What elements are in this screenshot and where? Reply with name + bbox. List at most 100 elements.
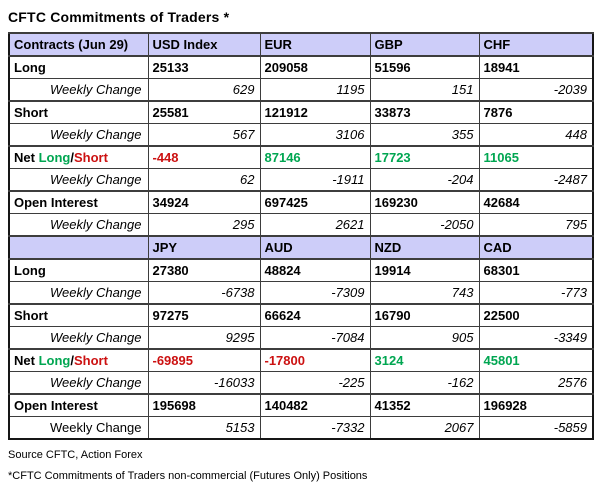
row-label: Weekly Change	[8, 213, 149, 237]
value-cell: 1195	[259, 78, 371, 102]
row-net-wc-majors: Weekly Change 62 -1911 -204 -2487	[8, 168, 594, 192]
footer: Source CFTC, Action Forex *CFTC Commitme…	[8, 449, 592, 482]
net-value-cell: 11065	[478, 145, 594, 169]
value-cell: 16790	[369, 303, 480, 327]
value-cell: 196928	[478, 393, 594, 417]
header-row-majors: Contracts (Jun 29) USD Index EUR GBP CHF	[8, 32, 594, 57]
value-cell: 68301	[478, 258, 594, 282]
net-label-short: Short	[73, 150, 108, 165]
value-cell: 34924	[147, 190, 261, 214]
value-cell: 195698	[147, 393, 261, 417]
row-label-net: Net Long/Short	[8, 145, 149, 169]
value-cell: 41352	[369, 393, 480, 417]
value-cell: -3349	[478, 326, 594, 350]
value-cell: 905	[369, 326, 480, 350]
value-cell: 448	[478, 123, 594, 147]
cot-table: Contracts (Jun 29) USD Index EUR GBP CHF…	[8, 32, 594, 440]
value-cell: -2050	[369, 213, 480, 237]
net-label-net: Net	[14, 353, 39, 368]
page-title: CFTC Commitments of Traders *	[8, 9, 230, 25]
row-label: Long	[8, 55, 149, 79]
row-label-net: Net Long/Short	[8, 348, 149, 372]
net-label-net: Net	[14, 150, 39, 165]
value-cell: 567	[147, 123, 261, 147]
value-cell: -7084	[259, 326, 371, 350]
net-value-cell: 3124	[369, 348, 480, 372]
value-cell: 151	[369, 78, 480, 102]
value-cell: 743	[369, 281, 480, 305]
value-cell: -2039	[478, 78, 594, 102]
row-label: Weekly Change	[8, 416, 149, 440]
value-cell: 19914	[369, 258, 480, 282]
row-long-wc-others: Weekly Change -6738 -7309 743 -773	[8, 281, 594, 305]
row-label: Open Interest	[8, 393, 149, 417]
value-cell: 25581	[147, 100, 261, 124]
value-cell: -7309	[259, 281, 371, 305]
net-label-slash: /	[70, 353, 74, 368]
row-label: Weekly Change	[8, 371, 149, 395]
value-cell: 48824	[259, 258, 371, 282]
header-cell-cad: CAD	[478, 235, 594, 260]
header-cell-nzd: NZD	[369, 235, 480, 260]
value-cell: -16033	[147, 371, 261, 395]
row-label: Open Interest	[8, 190, 149, 214]
value-cell: 2621	[259, 213, 371, 237]
value-cell: 697425	[259, 190, 371, 214]
value-cell: 42684	[478, 190, 594, 214]
value-cell: 25133	[147, 55, 261, 79]
net-value-cell: 45801	[478, 348, 594, 372]
value-cell: 629	[147, 78, 261, 102]
value-cell: 795	[478, 213, 594, 237]
row-short-wc-majors: Weekly Change 567 3106 355 448	[8, 123, 594, 147]
value-cell: 62	[147, 168, 261, 192]
header-cell-aud: AUD	[259, 235, 371, 260]
net-value-cell: -17800	[259, 348, 371, 372]
value-cell: 27380	[147, 258, 261, 282]
value-cell: 33873	[369, 100, 480, 124]
value-cell: 295	[147, 213, 261, 237]
value-cell: 2576	[478, 371, 594, 395]
row-short-wc-others: Weekly Change 9295 -7084 905 -3349	[8, 326, 594, 350]
value-cell: -6738	[147, 281, 261, 305]
row-oi-wc-majors: Weekly Change 295 2621 -2050 795	[8, 213, 594, 237]
row-label: Weekly Change	[8, 168, 149, 192]
header-cell-jpy: JPY	[147, 235, 261, 260]
row-long-majors: Long 25133 209058 51596 18941	[8, 55, 594, 79]
header-cell-eur: EUR	[259, 32, 371, 57]
net-label-slash: /	[70, 150, 74, 165]
value-cell: 5153	[147, 416, 261, 440]
net-value-cell: 87146	[259, 145, 371, 169]
footnote: *CFTC Commitments of Traders non-commerc…	[8, 470, 368, 482]
row-label: Weekly Change	[8, 123, 149, 147]
value-cell: 22500	[478, 303, 594, 327]
header-cell-chf: CHF	[478, 32, 594, 57]
value-cell: -225	[259, 371, 371, 395]
header-cell-blank	[8, 235, 149, 260]
value-cell: 7876	[478, 100, 594, 124]
value-cell: 121912	[259, 100, 371, 124]
value-cell: 169230	[369, 190, 480, 214]
row-label: Long	[8, 258, 149, 282]
value-cell: -204	[369, 168, 480, 192]
value-cell: -7332	[259, 416, 371, 440]
net-value-cell: -448	[147, 145, 261, 169]
row-short-others: Short 97275 66624 16790 22500	[8, 303, 594, 327]
value-cell: 66624	[259, 303, 371, 327]
net-value-cell: 17723	[369, 145, 480, 169]
row-net-majors: Net Long/Short -448 87146 17723 11065	[8, 145, 594, 169]
value-cell: 2067	[369, 416, 480, 440]
value-cell: 97275	[147, 303, 261, 327]
row-short-majors: Short 25581 121912 33873 7876	[8, 100, 594, 124]
row-net-others: Net Long/Short -69895 -17800 3124 45801	[8, 348, 594, 372]
row-label: Short	[8, 303, 149, 327]
row-label: Weekly Change	[8, 326, 149, 350]
value-cell: -162	[369, 371, 480, 395]
row-open-interest-majors: Open Interest 34924 697425 169230 42684	[8, 190, 594, 214]
value-cell: -1911	[259, 168, 371, 192]
row-long-wc-majors: Weekly Change 629 1195 151 -2039	[8, 78, 594, 102]
net-label-short: Short	[73, 353, 108, 368]
net-label-long: Long	[38, 150, 71, 165]
row-open-interest-others: Open Interest 195698 140482 41352 196928	[8, 393, 594, 417]
value-cell: 209058	[259, 55, 371, 79]
header-row-others: JPY AUD NZD CAD	[8, 235, 594, 260]
